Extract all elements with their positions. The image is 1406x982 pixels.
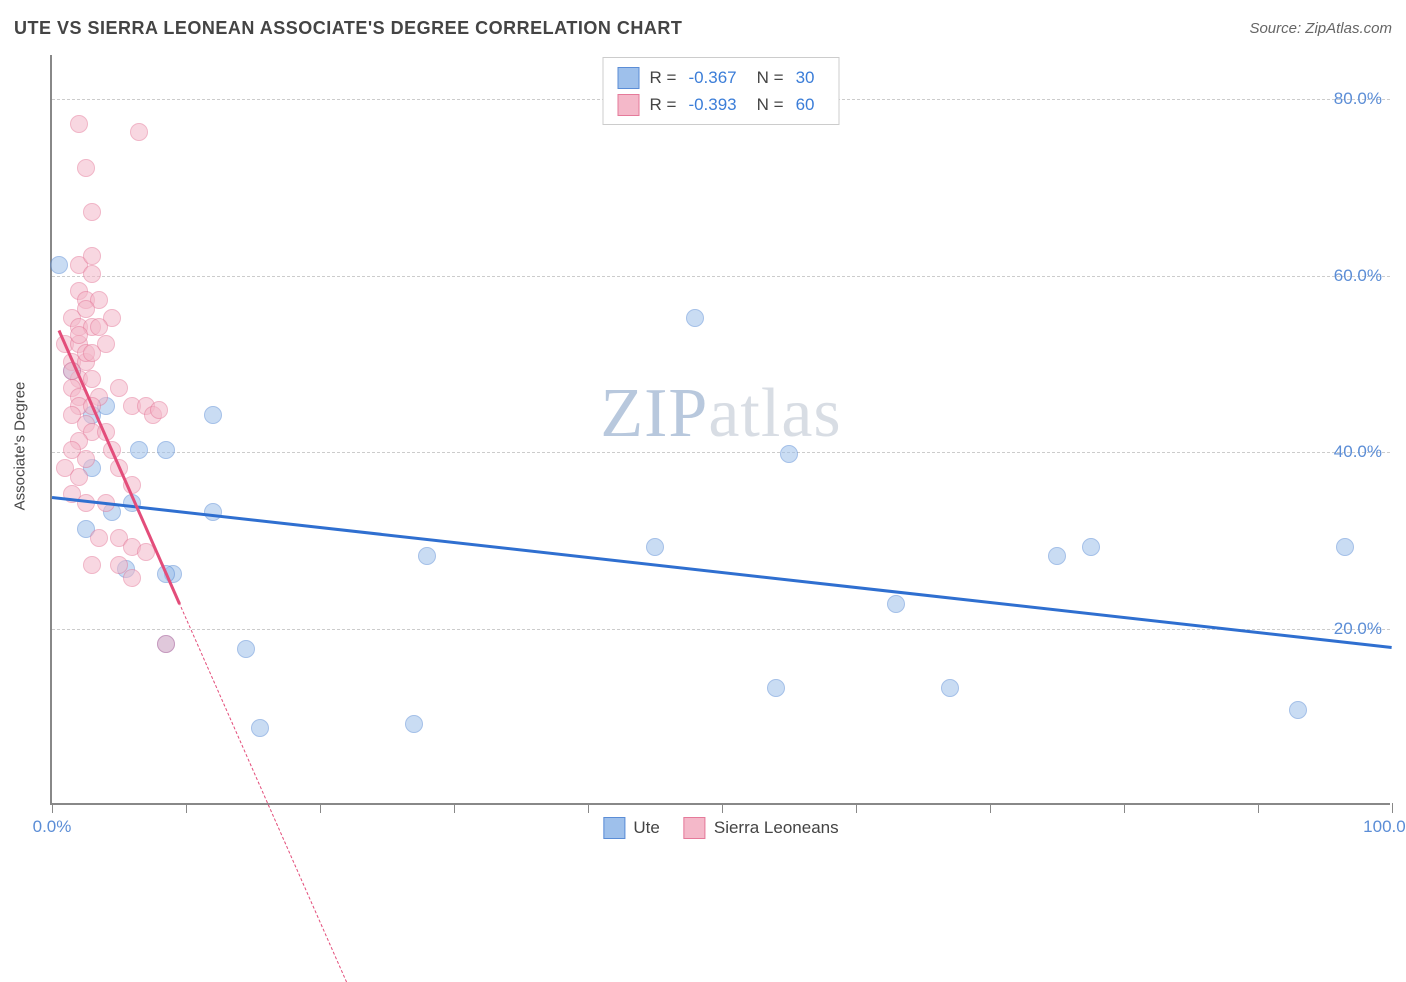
scatter-point <box>767 679 785 697</box>
scatter-point <box>77 159 95 177</box>
y-tick-label: 60.0% <box>1334 266 1382 286</box>
x-tick <box>588 803 589 813</box>
scatter-point <box>150 401 168 419</box>
x-tick <box>1258 803 1259 813</box>
scatter-point <box>83 370 101 388</box>
legend-swatch <box>603 817 625 839</box>
legend-swatch <box>618 94 640 116</box>
scatter-point <box>157 441 175 459</box>
legend-swatch <box>618 67 640 89</box>
scatter-point <box>83 556 101 574</box>
legend-n-value: 30 <box>794 64 825 91</box>
scatter-point <box>1048 547 1066 565</box>
watermark-zip: ZIP <box>600 375 708 452</box>
scatter-point <box>405 715 423 733</box>
x-tick <box>320 803 321 813</box>
scatter-point <box>941 679 959 697</box>
scatter-point <box>70 115 88 133</box>
scatter-point <box>157 635 175 653</box>
legend-series: Ute Sierra Leoneans <box>603 817 838 839</box>
scatter-point <box>887 595 905 613</box>
scatter-point <box>130 123 148 141</box>
scatter-point <box>90 318 108 336</box>
scatter-point <box>130 441 148 459</box>
scatter-point <box>1336 538 1354 556</box>
scatter-point <box>70 468 88 486</box>
x-tick-label: 0.0% <box>33 817 72 837</box>
legend-series-label: Sierra Leoneans <box>714 818 839 838</box>
x-tick <box>1392 803 1393 813</box>
legend-r-label: R = <box>650 91 677 118</box>
x-tick <box>1124 803 1125 813</box>
x-tick <box>454 803 455 813</box>
gridline-h <box>52 452 1390 453</box>
x-tick <box>990 803 991 813</box>
watermark: ZIPatlas <box>600 374 841 454</box>
legend-correlation-row: R = -0.393 N = 60 <box>618 91 825 118</box>
scatter-point <box>70 326 88 344</box>
scatter-point <box>83 203 101 221</box>
legend-correlation: R = -0.367 N = 30 R = -0.393 N = 60 <box>603 57 840 125</box>
scatter-point <box>204 406 222 424</box>
x-tick <box>52 803 53 813</box>
y-tick-label: 80.0% <box>1334 89 1382 109</box>
y-axis-label: Associate's Degree <box>12 382 29 511</box>
scatter-point <box>1082 538 1100 556</box>
scatter-point <box>83 247 101 265</box>
legend-swatch <box>684 817 706 839</box>
scatter-point <box>780 445 798 463</box>
scatter-point <box>90 529 108 547</box>
trend-line <box>179 602 347 982</box>
scatter-point <box>77 300 95 318</box>
legend-series-label: Ute <box>633 818 659 838</box>
plot-area: ZIPatlas R =-0.367N =30R =-0.393N =60 Ut… <box>50 55 1390 805</box>
gridline-h <box>52 276 1390 277</box>
scatter-point <box>204 503 222 521</box>
scatter-point <box>251 719 269 737</box>
chart-container: UTE VS SIERRA LEONEAN ASSOCIATE'S DEGREE… <box>0 0 1406 892</box>
legend-n-value: 60 <box>794 91 825 118</box>
y-tick-label: 20.0% <box>1334 619 1382 639</box>
chart-header: UTE VS SIERRA LEONEAN ASSOCIATE'S DEGREE… <box>14 18 1392 39</box>
legend-r-value: -0.393 <box>686 91 746 118</box>
scatter-point <box>237 640 255 658</box>
scatter-point <box>646 538 664 556</box>
scatter-point <box>110 379 128 397</box>
chart-title: UTE VS SIERRA LEONEAN ASSOCIATE'S DEGREE… <box>14 18 682 39</box>
chart-source: Source: ZipAtlas.com <box>1249 20 1392 37</box>
watermark-atlas: atlas <box>708 375 841 452</box>
legend-r-value: -0.367 <box>686 64 746 91</box>
scatter-point <box>97 335 115 353</box>
trend-line <box>52 496 1392 649</box>
y-tick-label: 40.0% <box>1334 442 1382 462</box>
scatter-point <box>686 309 704 327</box>
x-tick-label: 100.0% <box>1363 817 1406 837</box>
scatter-point <box>83 265 101 283</box>
legend-n-label: N = <box>757 64 784 91</box>
legend-correlation-row: R = -0.367 N = 30 <box>618 64 825 91</box>
legend-r-label: R = <box>650 64 677 91</box>
scatter-point <box>1289 701 1307 719</box>
scatter-point <box>50 256 68 274</box>
x-tick <box>722 803 723 813</box>
scatter-point <box>123 569 141 587</box>
legend-series-item: Ute <box>603 817 659 839</box>
x-tick <box>856 803 857 813</box>
scatter-point <box>77 450 95 468</box>
scatter-point <box>418 547 436 565</box>
x-tick <box>186 803 187 813</box>
legend-n-label: N = <box>757 91 784 118</box>
legend-series-item: Sierra Leoneans <box>684 817 839 839</box>
gridline-h <box>52 629 1390 630</box>
